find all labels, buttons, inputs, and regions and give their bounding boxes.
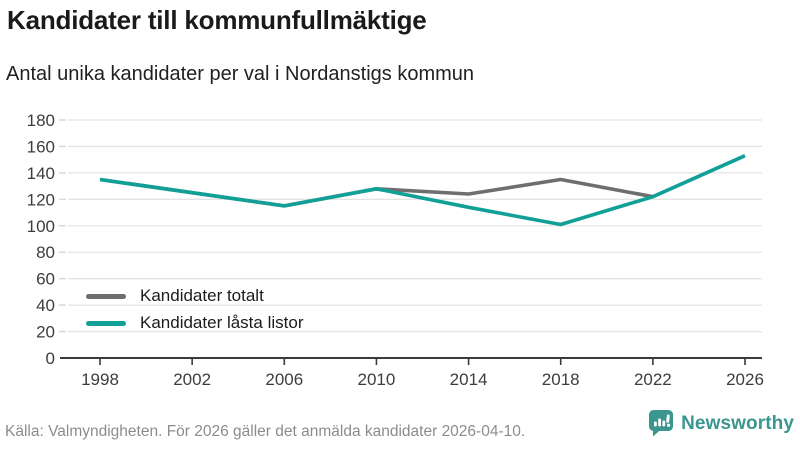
newsworthy-branding: Newsworthy (648, 409, 794, 438)
y-axis-label: 120 (27, 190, 55, 209)
y-axis-label: 160 (27, 137, 55, 156)
chart-title: Kandidater till kommunfullmäktige (7, 5, 427, 35)
y-axis-label: 20 (36, 323, 55, 342)
legend-label-total: Kandidater totalt (140, 286, 264, 305)
newsworthy-logo-icon (648, 409, 674, 438)
x-axis-label: 2010 (358, 370, 396, 389)
legend-item-total: Kandidater totalt (86, 286, 303, 306)
legend-label-locked-lists: Kandidater låsta listor (140, 313, 304, 332)
x-axis-label: 2022 (634, 370, 672, 389)
y-axis-label: 80 (36, 243, 55, 262)
line-chart-plot: 0 20 40 60 80 100 120 140 160 180 1998 2002 2006 2010… (27, 111, 764, 389)
legend-item-locked-lists: Kandidater låsta listor (86, 313, 303, 333)
y-axis-label: 140 (27, 164, 55, 183)
x-axis-label: 2026 (726, 370, 764, 389)
y-axis-label: 40 (36, 296, 55, 315)
chart-area: 0 20 40 60 80 100 120 140 160 180 1998 2002 2006 2010… (0, 100, 800, 400)
legend-swatch-total (86, 293, 126, 299)
x-axis-label: 2018 (542, 370, 580, 389)
y-axis-label: 100 (27, 217, 55, 236)
newsworthy-wordmark: Newsworthy (681, 412, 794, 434)
legend-swatch-locked-lists (86, 320, 126, 326)
x-axis-label: 2014 (450, 370, 488, 389)
x-axis-label: 2002 (173, 370, 211, 389)
y-axis-label: 60 (36, 270, 55, 289)
x-axis-label: 1998 (81, 370, 119, 389)
chart-legend: Kandidater totalt Kandidater låsta listo… (86, 286, 303, 333)
source-note: Källa: Valmyndigheten. För 2026 gäller d… (5, 423, 526, 440)
series-line-kandidater-l-sta-listor (99, 154, 746, 227)
y-axis-label: 180 (27, 111, 55, 130)
x-axis-label: 2006 (265, 370, 303, 389)
chart-subtitle: Antal unika kandidater per val i Nordans… (6, 63, 475, 85)
y-axis-label: 0 (46, 349, 55, 368)
